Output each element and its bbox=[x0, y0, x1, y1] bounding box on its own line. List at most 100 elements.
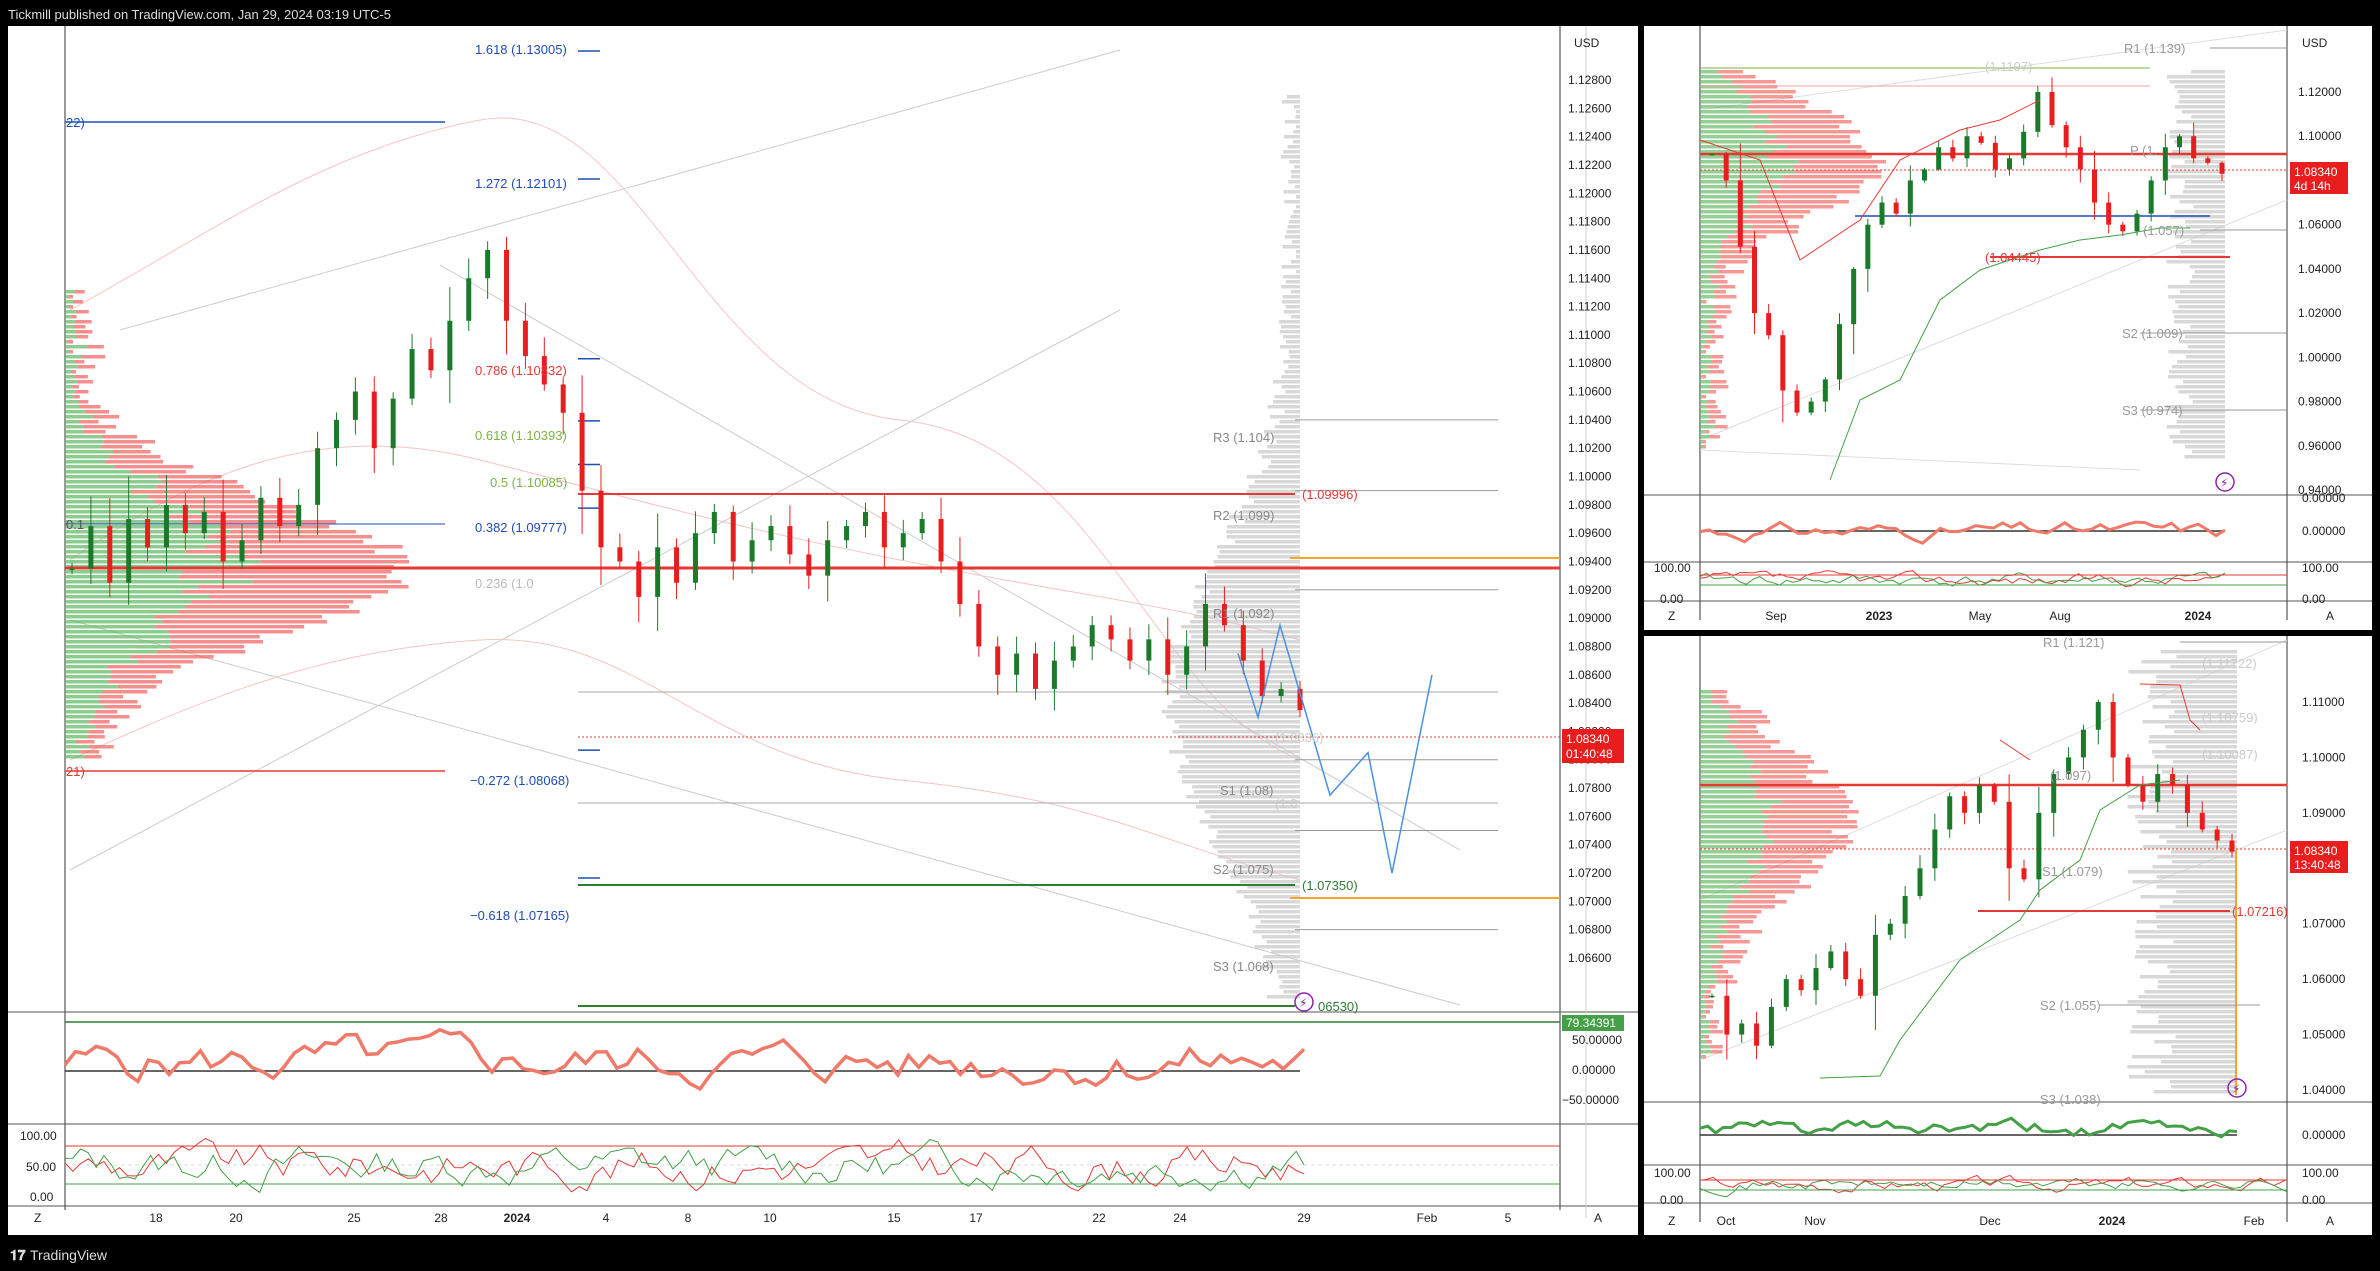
weekly-vp-bar-grey bbox=[2180, 290, 2225, 294]
daily-vp-bar-red bbox=[1766, 835, 1848, 839]
pivot-label-r3: R3 (1.104) bbox=[1213, 430, 1274, 445]
daily-vp-bar-green bbox=[1700, 865, 1765, 869]
vp-bar-grey bbox=[1266, 995, 1300, 999]
daily-vp-bar-red bbox=[1711, 965, 1723, 969]
weekly-vp-bar-grey bbox=[2174, 320, 2225, 324]
daily-vp-bar-red bbox=[1709, 1045, 1723, 1049]
weekly-vp-bar-green bbox=[1700, 140, 1766, 144]
daily-vp-bar-green bbox=[1700, 695, 1713, 699]
candle-down bbox=[1752, 246, 1757, 314]
daily-lightning-icon[interactable] bbox=[2227, 1078, 2247, 1098]
vp-bar-green bbox=[65, 345, 89, 349]
vp-bar-grey bbox=[1282, 300, 1300, 304]
weekly-vp-bar-green bbox=[1700, 100, 1752, 104]
candle-down bbox=[522, 320, 528, 357]
daily-vp-bar-grey bbox=[2127, 870, 2237, 874]
vp-bar-grey bbox=[1179, 695, 1300, 699]
vp-bar-grey bbox=[1193, 790, 1300, 794]
daily-vp-bar-grey bbox=[2171, 860, 2237, 864]
vp-bar-grey bbox=[1182, 740, 1300, 744]
weekly-vp-bar-green bbox=[1700, 395, 1703, 399]
vp-bar-red bbox=[75, 740, 95, 744]
vp-bar-grey bbox=[1276, 440, 1300, 444]
y-tick-label: 1.07000 bbox=[2302, 917, 2346, 931]
weekly-vp-bar-green bbox=[1700, 255, 1721, 259]
weekly-lightning-glyph: ⚡ bbox=[2220, 476, 2228, 490]
vp-bar-green bbox=[65, 595, 210, 599]
candle-up bbox=[2035, 92, 2041, 132]
main-z-button[interactable]: Z bbox=[34, 1211, 41, 1225]
x-tick-label: 15 bbox=[887, 1211, 901, 1225]
daily-vp-bar-grey bbox=[2166, 840, 2237, 844]
y-tick-label: 1.09600 bbox=[1568, 526, 1612, 540]
y-tick-label: 1.10000 bbox=[2302, 750, 2346, 764]
vp-bar-red bbox=[71, 315, 77, 319]
footer-brand[interactable]: TradingView bbox=[30, 1247, 108, 1263]
candle-up bbox=[1739, 1023, 1745, 1035]
vp-bar-grey bbox=[1193, 600, 1300, 604]
vp-bar-grey bbox=[1250, 900, 1300, 904]
main-a-button[interactable]: A bbox=[1594, 1211, 1602, 1225]
candle-up bbox=[2021, 131, 2027, 159]
vp-bar-green bbox=[65, 460, 106, 464]
vp-bar-red bbox=[84, 425, 117, 429]
daily-vp-bar-red bbox=[1750, 765, 1808, 769]
daily-vp-bar-green bbox=[1700, 1050, 1712, 1054]
x-tick-label: Dec bbox=[1979, 1214, 2000, 1228]
daily-vp-bar-grey bbox=[2135, 930, 2237, 934]
candle-up bbox=[447, 320, 453, 371]
weekly-z-button[interactable]: Z bbox=[1668, 609, 1675, 623]
vp-bar-grey bbox=[1234, 865, 1300, 869]
daily-a-button[interactable]: A bbox=[2326, 1214, 2334, 1228]
daily-z-button[interactable]: Z bbox=[1668, 1214, 1675, 1228]
vp-bar-red bbox=[80, 750, 100, 754]
vp-bar-red bbox=[77, 380, 94, 384]
candle-up bbox=[333, 419, 339, 449]
vp-bar-grey bbox=[1287, 225, 1300, 229]
daily-label-111722: (1.11722) bbox=[2202, 656, 2257, 671]
candle-down bbox=[1950, 147, 1956, 159]
vp-bar-grey bbox=[1283, 990, 1300, 994]
weekly-vp-bar-grey bbox=[2174, 140, 2225, 144]
vp-bar-red bbox=[95, 725, 118, 729]
candle-down bbox=[220, 511, 226, 562]
daily-vp-bar-grey bbox=[2127, 795, 2237, 799]
daily-vp-bar-green bbox=[1700, 780, 1756, 784]
candle-down bbox=[1858, 979, 1864, 996]
vp-bar-red bbox=[182, 570, 392, 574]
level-label-21: 21) bbox=[66, 764, 85, 779]
candle-down bbox=[2110, 702, 2116, 758]
daily-vp-bar-red bbox=[1729, 715, 1768, 719]
weekly-vp-bar-red bbox=[1712, 315, 1727, 319]
daily-vp-bar-red bbox=[1703, 1015, 1706, 1019]
vp-bar-grey bbox=[1185, 755, 1300, 759]
y-tick-label: 1.05000 bbox=[2302, 1028, 2346, 1042]
vp-bar-red bbox=[197, 585, 409, 589]
weekly-a-button[interactable]: A bbox=[2326, 609, 2334, 623]
daily-vp-bar-grey bbox=[2149, 790, 2237, 794]
candle-down bbox=[2120, 224, 2126, 232]
vp-bar-red bbox=[88, 745, 114, 749]
weekly-lightning-icon[interactable] bbox=[2215, 472, 2235, 492]
vp-bar-green bbox=[65, 310, 76, 314]
candle-up bbox=[1879, 202, 1885, 225]
weekly-vp-bar-red bbox=[1795, 170, 1882, 174]
daily-vp-bar-grey bbox=[2176, 655, 2237, 659]
y-tick-label: 1.06000 bbox=[2298, 218, 2342, 232]
candle-down bbox=[1259, 660, 1265, 697]
daily-vp-bar-grey bbox=[2157, 855, 2237, 859]
y-tick-label: 1.11000 bbox=[1568, 328, 1611, 342]
weekly-vp-bar-red bbox=[1706, 420, 1716, 424]
tradingview-logo-icon[interactable]: 𝟏𝟕 bbox=[10, 1247, 26, 1263]
vp-bar-red bbox=[117, 685, 157, 689]
lightning-icon[interactable] bbox=[1294, 992, 1314, 1012]
vp-bar-grey bbox=[1260, 920, 1300, 924]
daily-vp-bar-grey bbox=[2132, 1025, 2237, 1029]
weekly-vp-bar-grey bbox=[2182, 380, 2225, 384]
vp-bar-red bbox=[74, 360, 85, 364]
daily-volume-profile-right bbox=[2127, 650, 2237, 1094]
pivot-label-r1: R1 (1.092) bbox=[1213, 606, 1274, 621]
vp-bar-red bbox=[67, 340, 74, 344]
daily-lightning-glyph: ⚡ bbox=[2232, 1082, 2240, 1096]
